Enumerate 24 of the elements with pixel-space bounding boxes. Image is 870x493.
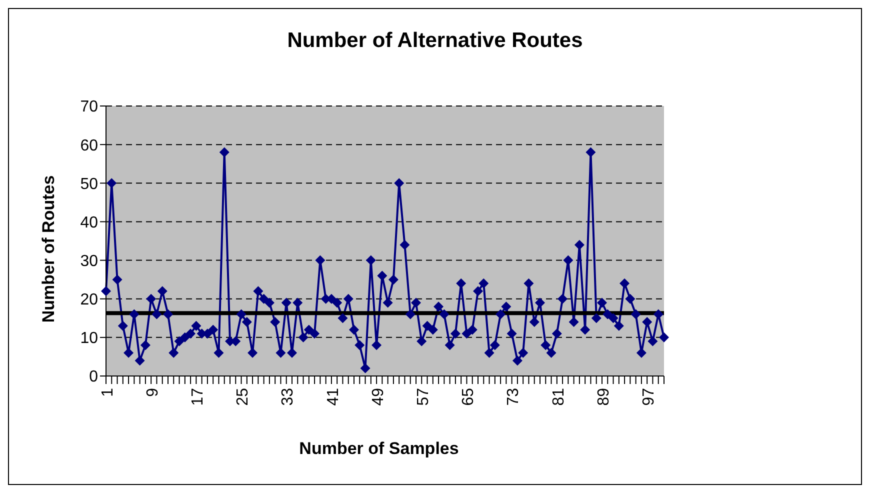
y-tick-label: 50 bbox=[80, 176, 98, 193]
y-axis-title: Number of Routes bbox=[39, 175, 59, 323]
x-tick-label: 1 bbox=[99, 388, 116, 397]
x-tick-label: 17 bbox=[190, 388, 207, 406]
y-tick-label: 0 bbox=[89, 368, 98, 386]
x-tick-label: 73 bbox=[505, 388, 522, 406]
y-tick-label: 10 bbox=[80, 330, 98, 348]
y-tick-label: 30 bbox=[80, 252, 98, 270]
y-tick-label: 40 bbox=[80, 214, 98, 232]
x-tick-label: 81 bbox=[550, 388, 568, 406]
x-tick-label: 25 bbox=[234, 388, 252, 406]
x-tick-label: 65 bbox=[460, 388, 478, 406]
x-axis-title: Number of Samples bbox=[298, 439, 460, 459]
y-tick-label: 20 bbox=[80, 292, 98, 309]
y-tick-label: 70 bbox=[80, 98, 98, 116]
x-tick-label: 33 bbox=[280, 388, 297, 406]
x-tick-label: 57 bbox=[414, 388, 432, 406]
y-tick-label: 60 bbox=[80, 137, 98, 154]
x-tick-label: 97 bbox=[640, 388, 658, 406]
x-tick-label: 9 bbox=[144, 388, 162, 397]
x-tick-label: 41 bbox=[324, 388, 342, 406]
x-tick-label: 89 bbox=[595, 388, 612, 406]
chart-title: Number of Alternative Routes bbox=[286, 29, 584, 53]
x-tick-label: 49 bbox=[370, 388, 387, 406]
